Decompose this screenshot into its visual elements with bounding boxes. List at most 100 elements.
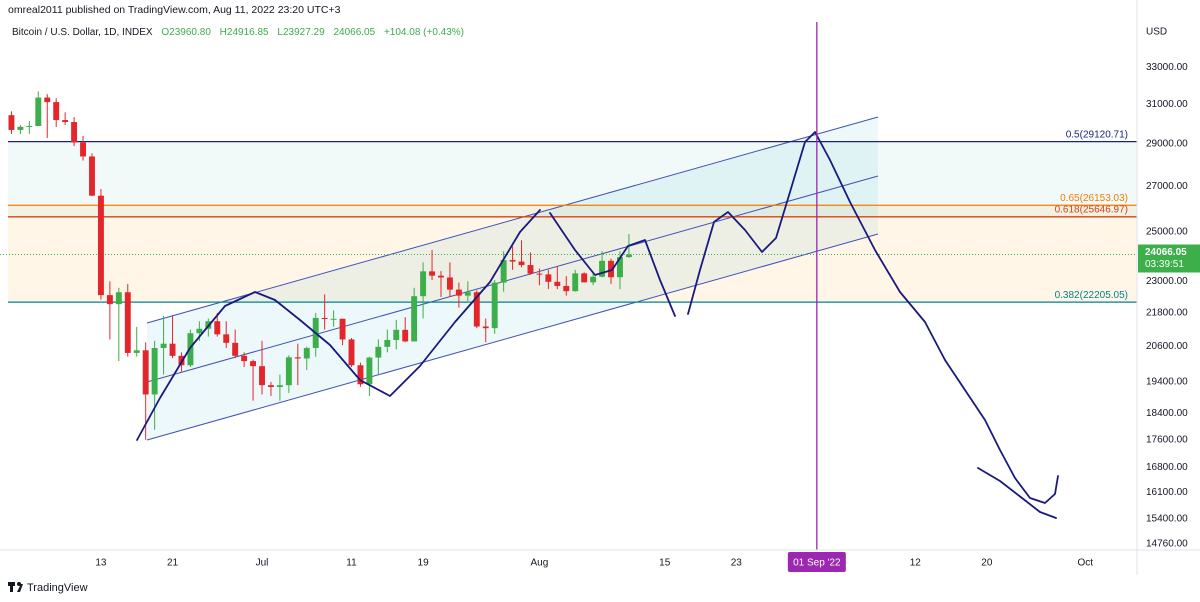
candle-body (509, 260, 516, 262)
candle-body (482, 326, 489, 329)
brand-logo (8, 582, 23, 592)
candle-body (106, 295, 113, 305)
y-tick-label: 14760.00 (1146, 539, 1188, 550)
author-line: omreal2011 published on TradingView.com,… (8, 4, 341, 16)
candle-body (375, 346, 382, 358)
candle-body (115, 292, 122, 305)
candle-body (321, 317, 328, 320)
y-tick-label: 19400.00 (1146, 377, 1188, 388)
candle-body (366, 357, 373, 385)
candle-body (196, 328, 203, 334)
last-price: 24066.05 (1145, 247, 1187, 258)
x-tick-label: 23 (731, 558, 743, 569)
y-tick-label: 27000.00 (1146, 181, 1188, 192)
x-tick-label: 13 (95, 558, 107, 569)
candle-body (617, 257, 623, 278)
candle-body (446, 277, 453, 290)
legend-high: H24916.85 (220, 27, 269, 38)
x-tick-label: Aug (531, 558, 549, 569)
cursor: 01 Sep '22 (787, 22, 846, 572)
legend-low: L23927.29 (277, 27, 325, 38)
y-tick-label: 31000.00 (1146, 99, 1188, 110)
cursor-label: 01 Sep '22 (793, 558, 841, 569)
candle-body (232, 342, 239, 356)
candle-body (572, 273, 579, 292)
y-tick-label: 33000.00 (1146, 62, 1188, 73)
candle-body (464, 292, 471, 296)
candle-body (8, 115, 15, 130)
fib-label: 0.65(26153.03) (1060, 193, 1128, 204)
legend-change: +104.08 (+0.43%) (384, 27, 464, 38)
candle-body (80, 142, 86, 157)
x-tick-label: 19 (418, 558, 430, 569)
y-tick-label: 16800.00 (1146, 462, 1188, 473)
x-tick-label: 12 (910, 558, 922, 569)
candle-body (71, 122, 78, 143)
y-tick-label: 29000.00 (1146, 139, 1188, 150)
stroke (687, 131, 1059, 504)
candle-body (625, 254, 632, 258)
fib-zones (8, 141, 1137, 303)
candle-body (357, 365, 364, 385)
candle-body (554, 281, 561, 286)
candle-body (187, 333, 194, 366)
fib-label: 0.5(29120.71) (1066, 129, 1128, 140)
y-tick-label: 20600.00 (1146, 341, 1188, 352)
candle-body (160, 343, 167, 349)
candle-body (294, 357, 301, 359)
countdown: 03:39:51 (1145, 259, 1184, 270)
symbol: Bitcoin / U.S. Dollar, 1D, INDEX (12, 27, 153, 38)
channel (146, 116, 879, 441)
channel-middle (146, 175, 879, 383)
candle-body (500, 260, 507, 283)
fib-zone (8, 141, 1137, 217)
y-tick-label: 17600.00 (1146, 434, 1188, 445)
cursor-label-bg (787, 552, 846, 572)
stroke (549, 212, 676, 317)
candle-body (151, 348, 158, 395)
candle-body (536, 273, 543, 275)
candle-body (429, 271, 435, 276)
hand-drawing (136, 131, 1059, 519)
candle-body (89, 156, 95, 196)
candle-body (214, 321, 221, 335)
candle-body (473, 292, 480, 327)
candle-body (250, 361, 257, 367)
candle-body (53, 102, 60, 121)
candle-body (545, 274, 552, 282)
candle-body (420, 271, 427, 297)
channel-lower (146, 233, 879, 441)
candle-body (97, 195, 104, 296)
candle-body (330, 318, 337, 320)
candle-body (142, 350, 149, 395)
candle-body (259, 366, 265, 386)
y-tick-label: 25000.00 (1146, 227, 1188, 238)
candle-body (518, 261, 525, 266)
brand: TradingView (27, 582, 88, 594)
fib-label: 0.382(22205.05) (1055, 290, 1128, 301)
x-tick-label: 21 (167, 558, 179, 569)
price-axis: 33000.00 31000.00 29000.00 27000.00 25000.00… (1146, 62, 1188, 549)
candle-body (268, 385, 274, 388)
candle-body (276, 385, 283, 388)
channel-upper (146, 116, 879, 324)
candle-body (491, 282, 498, 329)
candle-body (124, 292, 131, 353)
candle-body (438, 275, 444, 278)
candle-body (303, 348, 310, 359)
fib-label: 0.618(25646.97) (1055, 204, 1128, 215)
candle-body (402, 329, 409, 342)
candles (8, 91, 632, 440)
x-tick-label: 11 (346, 558, 357, 569)
candle-body (608, 260, 614, 278)
stroke (977, 467, 1057, 519)
candle-body (590, 276, 597, 283)
candle-body (581, 273, 588, 283)
candle-body (169, 343, 176, 356)
candle-body (285, 357, 292, 386)
candle-body (133, 350, 140, 353)
stroke (136, 209, 541, 441)
y-tick-label: 21800.00 (1146, 308, 1188, 319)
